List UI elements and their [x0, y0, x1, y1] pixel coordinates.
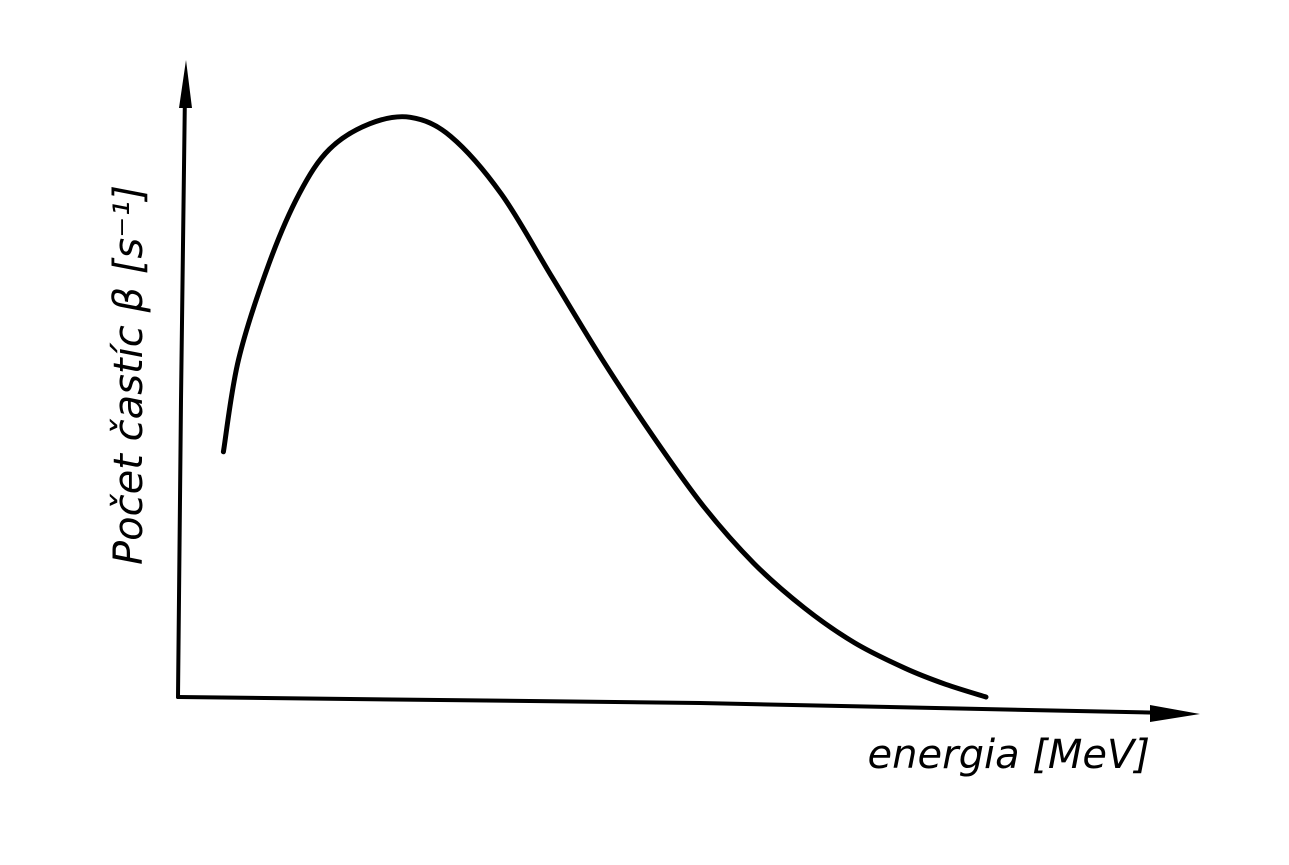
y-axis-line	[176, 88, 187, 699]
x-axis-arrow-icon	[1150, 705, 1200, 722]
x-axis-label: energia [MeV]	[868, 732, 1150, 778]
y-axis-arrow-icon	[179, 60, 192, 108]
series-group	[220, 114, 989, 700]
x-axis-line	[176, 695, 1174, 715]
axes	[176, 60, 1200, 722]
y-axis-label: Počet častíc β [s⁻¹]	[106, 185, 152, 565]
series-line-0	[220, 114, 989, 700]
